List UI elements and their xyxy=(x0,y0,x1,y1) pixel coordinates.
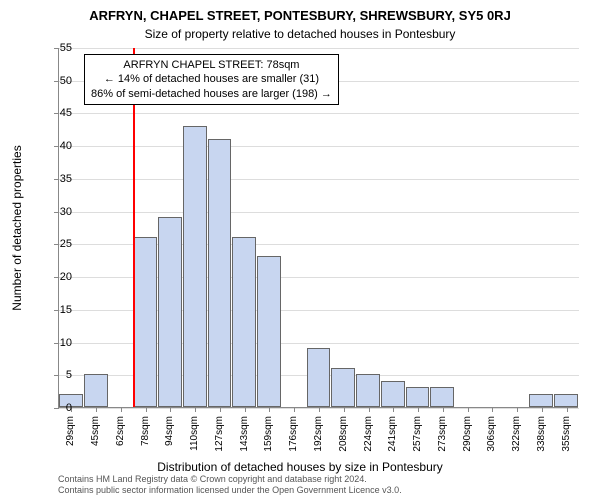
y-tick-label: 50 xyxy=(42,75,72,87)
x-tick-mark xyxy=(344,407,345,412)
x-tick-label: 241sqm xyxy=(387,416,398,452)
page-subtitle: Size of property relative to detached ho… xyxy=(0,23,600,45)
histogram-bar xyxy=(529,394,553,407)
x-tick-mark xyxy=(443,407,444,412)
x-tick-label: 306sqm xyxy=(486,416,497,452)
footer-attribution: Contains HM Land Registry data © Crown c… xyxy=(58,474,402,496)
histogram-bar xyxy=(183,126,207,407)
info-line-1: ARFRYN CHAPEL STREET: 78sqm xyxy=(91,58,332,72)
gridline xyxy=(59,212,579,213)
gridline xyxy=(59,48,579,49)
x-tick-mark xyxy=(393,407,394,412)
x-tick-label: 29sqm xyxy=(65,416,76,446)
x-tick-label: 159sqm xyxy=(263,416,274,452)
y-tick-label: 10 xyxy=(42,337,72,349)
histogram-bar xyxy=(232,237,256,407)
x-tick-label: 224sqm xyxy=(363,416,374,452)
x-tick-label: 110sqm xyxy=(189,416,200,451)
x-tick-mark xyxy=(492,407,493,412)
x-tick-label: 127sqm xyxy=(214,416,225,452)
info-box: ARFRYN CHAPEL STREET: 78sqm ← 14% of det… xyxy=(84,54,339,105)
x-tick-mark xyxy=(319,407,320,412)
histogram-bar xyxy=(356,374,380,407)
histogram-bar xyxy=(84,374,108,407)
info-line-2: ← 14% of detached houses are smaller (31… xyxy=(91,72,332,86)
x-tick-label: 45sqm xyxy=(90,416,101,446)
histogram-bar xyxy=(331,368,355,407)
x-tick-label: 273sqm xyxy=(437,416,448,452)
x-tick-mark xyxy=(294,407,295,412)
y-tick-label: 25 xyxy=(42,238,72,250)
x-tick-label: 257sqm xyxy=(412,416,423,452)
x-tick-label: 176sqm xyxy=(288,416,299,452)
x-tick-label: 208sqm xyxy=(338,416,349,452)
x-tick-label: 62sqm xyxy=(115,416,126,446)
y-tick-label: 5 xyxy=(42,369,72,381)
y-tick-label: 30 xyxy=(42,206,72,218)
x-tick-mark xyxy=(517,407,518,412)
y-tick-label: 55 xyxy=(42,42,72,54)
gridline xyxy=(59,179,579,180)
y-tick-label: 40 xyxy=(42,140,72,152)
x-tick-mark xyxy=(195,407,196,412)
x-axis-label: Distribution of detached houses by size … xyxy=(157,460,443,474)
histogram-bar xyxy=(406,387,430,407)
gridline xyxy=(59,146,579,147)
page-title: ARFRYN, CHAPEL STREET, PONTESBURY, SHREW… xyxy=(0,0,600,23)
x-tick-mark xyxy=(170,407,171,412)
x-tick-mark xyxy=(96,407,97,412)
x-tick-mark xyxy=(146,407,147,412)
x-tick-mark xyxy=(220,407,221,412)
histogram-bar xyxy=(208,139,232,407)
footer-line-1: Contains HM Land Registry data © Crown c… xyxy=(58,474,402,485)
footer-line-2: Contains public sector information licen… xyxy=(58,485,402,496)
gridline xyxy=(59,113,579,114)
histogram-bar xyxy=(430,387,454,407)
y-tick-label: 0 xyxy=(42,402,72,414)
x-tick-label: 322sqm xyxy=(511,416,522,452)
y-axis-label: Number of detached properties xyxy=(10,145,24,310)
x-tick-mark xyxy=(369,407,370,412)
info-line-3: 86% of semi-detached houses are larger (… xyxy=(91,87,332,101)
histogram-bar xyxy=(554,394,578,407)
y-tick-label: 20 xyxy=(42,271,72,283)
x-tick-mark xyxy=(245,407,246,412)
x-tick-label: 192sqm xyxy=(313,416,324,452)
y-tick-label: 35 xyxy=(42,173,72,185)
x-tick-mark xyxy=(567,407,568,412)
histogram-bar xyxy=(158,217,182,407)
histogram-bar xyxy=(381,381,405,407)
chart-area: ARFRYN CHAPEL STREET: 78sqm ← 14% of det… xyxy=(58,48,578,408)
x-tick-label: 143sqm xyxy=(239,416,250,452)
x-tick-mark xyxy=(542,407,543,412)
x-tick-mark xyxy=(121,407,122,412)
histogram-bar xyxy=(307,348,331,407)
x-tick-label: 355sqm xyxy=(561,416,572,452)
x-tick-mark xyxy=(468,407,469,412)
x-tick-label: 94sqm xyxy=(164,416,175,446)
histogram-bar xyxy=(257,256,281,407)
x-tick-mark xyxy=(269,407,270,412)
x-tick-label: 78sqm xyxy=(140,416,151,446)
x-tick-label: 290sqm xyxy=(462,416,473,452)
x-tick-mark xyxy=(418,407,419,412)
histogram-bar xyxy=(133,237,157,407)
y-tick-label: 45 xyxy=(42,107,72,119)
x-tick-label: 338sqm xyxy=(536,416,547,452)
y-tick-label: 15 xyxy=(42,304,72,316)
